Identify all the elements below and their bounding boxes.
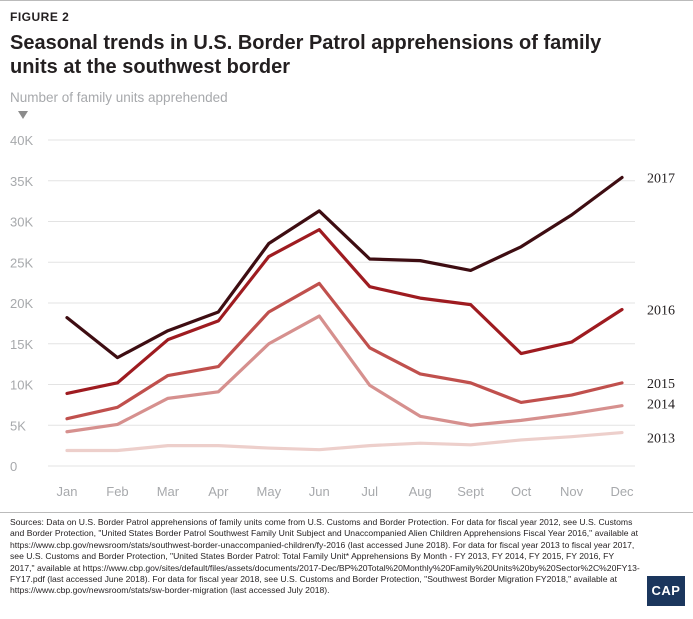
x-tick-label: Jul (361, 484, 378, 499)
y-tick-label: 25K (10, 255, 33, 270)
chart-title: Seasonal trends in U.S. Border Patrol ap… (10, 32, 602, 78)
series-line-2016 (65, 228, 624, 396)
source-note: Sources: Data on U.S. Border Patrol appr… (10, 517, 640, 596)
series-label-2017: 2017 (647, 171, 675, 186)
cap-logo: CAP (647, 576, 685, 606)
series-line-2015 (65, 281, 624, 421)
top-rule (0, 0, 693, 1)
y-axis-title: Number of family units apprehended (10, 90, 228, 105)
x-tick-label: Jan (57, 484, 78, 499)
x-tick-label: Dec (610, 484, 634, 499)
series-label-2014: 2014 (647, 398, 675, 413)
x-tick-label: Oct (511, 484, 532, 499)
x-tick-label: Sept (457, 484, 484, 499)
y-tick-label: 20K (10, 296, 33, 311)
down-triangle-icon (18, 111, 28, 119)
series-line-2014 (65, 314, 624, 434)
x-tick-label: Jun (309, 484, 330, 499)
x-tick-label: Apr (208, 484, 229, 499)
y-tick-label: 0 (10, 459, 17, 474)
figure-label: FIGURE 2 (10, 10, 70, 24)
y-tick-label: 35K (10, 174, 33, 189)
x-tick-label: Aug (409, 484, 432, 499)
x-tick-label: May (257, 484, 282, 499)
series-label-2016: 2016 (647, 304, 675, 319)
line-chart: 0 5K 10K 15K 20K 25K 30K 35K 40K Jan Feb Mar Apr May J… (10, 133, 675, 499)
series-line-2017 (65, 175, 624, 360)
y-tick-label: 40K (10, 133, 33, 148)
y-tick-label: 30K (10, 215, 33, 230)
y-tick-label: 5K (10, 418, 26, 433)
series-line-2013 (65, 430, 624, 453)
x-tick-label: Mar (157, 484, 180, 499)
x-tick-label: Nov (560, 484, 584, 499)
series-label-2015: 2015 (647, 377, 675, 392)
y-tick-label: 15K (10, 337, 33, 352)
y-tick-label: 10K (10, 378, 33, 393)
series-label-2013: 2013 (647, 432, 675, 447)
bottom-rule (0, 512, 693, 513)
x-tick-label: Feb (106, 484, 128, 499)
